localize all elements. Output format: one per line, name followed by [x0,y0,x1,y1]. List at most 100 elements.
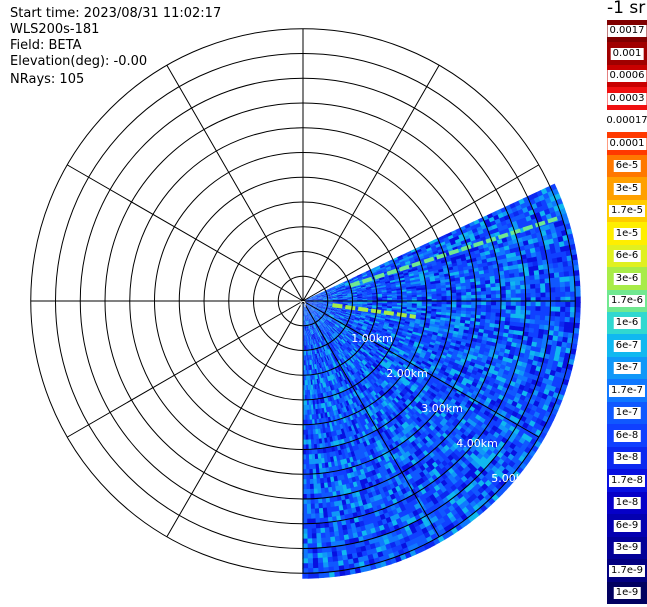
range-gate [351,288,357,291]
range-gate [416,310,422,314]
range-gate [445,281,452,286]
range-gate [550,301,556,308]
range-gate [317,296,323,299]
range-gate [367,297,373,299]
range-gate [527,238,535,246]
range-gate [484,319,491,324]
range-gate [404,349,411,355]
range-gate [440,312,447,316]
range-gate [426,335,433,340]
range-gate [484,272,491,278]
range-gate [436,306,442,310]
range-gate [509,277,516,283]
range-gate [495,309,502,314]
range-gate [519,245,526,252]
range-gate [350,313,357,316]
range-gate [362,273,368,278]
range-gate [449,357,456,363]
range-gate [396,332,402,337]
range-gate [401,303,408,306]
range-gate [312,296,318,299]
range-gate [378,337,384,342]
range-gate [465,310,472,315]
range-gate [575,296,581,303]
range-gate [392,297,398,300]
range-gate [443,371,450,378]
range-gate [456,295,462,299]
range-gate [504,324,510,330]
range-gate [441,290,447,294]
range-gate [350,326,357,330]
range-gate [440,314,447,319]
range-gate [338,317,345,321]
range-gate [456,292,462,296]
range-gate [312,304,318,308]
range-gate [381,293,388,296]
range-gate [451,295,457,299]
range-gate [548,330,555,337]
range-gate [426,286,432,290]
range-gate [393,258,400,263]
range-gate [452,232,459,239]
range-gate [557,331,564,338]
range-gate [540,297,546,303]
range-gate [445,312,452,317]
range-gate [375,341,382,346]
range-gate [327,293,333,296]
range-gate [558,356,565,364]
range-gate [392,303,398,306]
range-gate [464,275,471,281]
range-gate [517,334,524,341]
range-gate [356,287,362,290]
range-gate [365,313,372,316]
range-gate [493,267,500,273]
range-gate [382,294,388,297]
range-gate [312,303,318,306]
range-gate [446,301,452,305]
range-gate [454,381,462,388]
range-gate [373,323,379,327]
range-gate [337,299,344,301]
range-gate [325,288,331,291]
range-gate [362,301,368,303]
range-gate [561,341,568,349]
range-gate [303,300,309,301]
range-gate [570,307,576,313]
range-gate [402,353,409,359]
range-gate [385,315,392,319]
range-gate [560,301,566,308]
range-gate [400,334,407,339]
range-gate [330,311,336,315]
range-gate [547,258,554,265]
range-gate [507,261,514,267]
range-gate [373,334,380,339]
range-gate [335,286,341,290]
range-gate [481,301,487,306]
range-gate [401,297,408,300]
range-gate [386,292,393,296]
range-gate [490,316,496,321]
range-gate [343,280,350,284]
range-gate [372,324,379,329]
range-gate [515,289,522,295]
range-gate [495,316,501,322]
range-gate [512,264,519,270]
range-gate [364,319,370,323]
range-gate [480,287,487,292]
range-gate [506,341,513,347]
range-gate [316,293,323,297]
range-gate [530,346,537,353]
range-gate [528,243,536,250]
range-gate [347,277,354,282]
range-gate [384,322,390,326]
range-gate [354,329,360,334]
range-gate [403,340,410,345]
range-gate [340,286,346,290]
range-gate [535,251,542,258]
range-gate [349,316,356,319]
range-gate [316,306,322,309]
range-gate [447,350,454,356]
range-gate [343,279,349,284]
range-gate [444,276,451,280]
